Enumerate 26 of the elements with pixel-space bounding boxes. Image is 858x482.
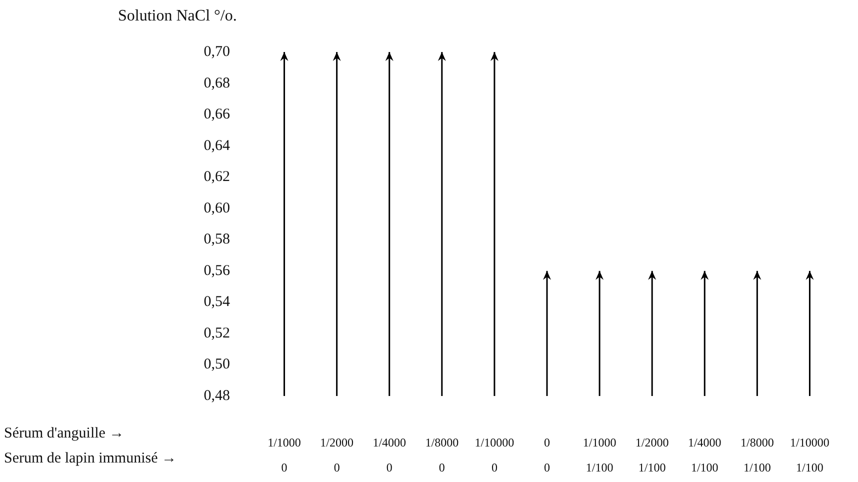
y-tick-label: 0,48	[204, 388, 230, 404]
y-tick-label: 0,62	[204, 169, 230, 186]
y-tick-label: 0,60	[204, 200, 230, 216]
x-tick-label: 1/1000 0	[268, 436, 301, 474]
text: Sérum d'anguille →	[4, 426, 124, 442]
y-tick-label: 0,64	[204, 138, 230, 154]
x-tick-label: 0 0	[544, 436, 550, 474]
x-tick-label: 1/8000 1/100	[740, 436, 774, 474]
x-tick-label: 1/1000 1/100	[582, 436, 616, 474]
y-tick-label: 0,52	[204, 325, 230, 342]
y-axis-title: Solution NaCl °/o.	[118, 8, 237, 24]
y-tick-label: 0,66	[204, 106, 230, 123]
y-tick-label: 0,70	[204, 44, 230, 60]
x-tick-label: 1/2000 1/100	[635, 436, 669, 474]
y-tick-label: 0,54	[204, 294, 230, 310]
text: Serum de lapin immunisé →	[4, 450, 176, 466]
x-tick-label: 1/4000 1/100	[688, 436, 722, 474]
y-tick-label: 0,68	[204, 75, 230, 92]
x-tick-label: 1/4000 0	[372, 436, 406, 474]
y-tick-label: 0,58	[204, 232, 230, 248]
x-tick-label: 1/8000 0	[425, 436, 459, 474]
y-tick-label: 0,56	[204, 262, 230, 279]
y-tick-label: 0,50	[204, 356, 230, 373]
x-tick-label: 1/10000 0	[474, 436, 514, 474]
x-tick-label: 1/10000 1/100	[790, 436, 830, 474]
x-tick-label: 1/2000 0	[320, 436, 354, 474]
